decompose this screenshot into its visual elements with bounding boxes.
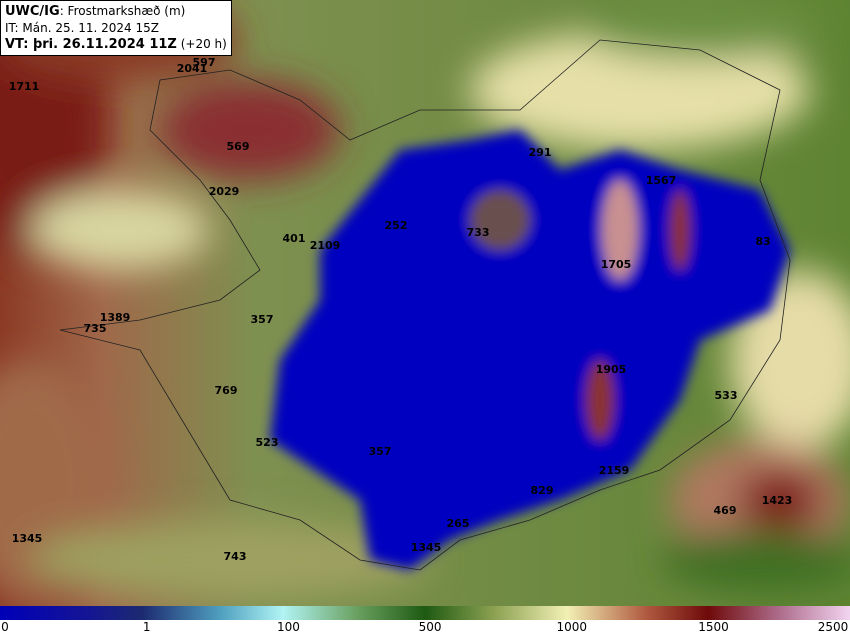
point-label: 83 (755, 235, 770, 248)
point-label: 265 (447, 517, 470, 530)
point-label: 569 (227, 140, 250, 153)
colorbar-tick-label: 1500 (698, 620, 729, 634)
point-label: 769 (215, 384, 238, 397)
colorbar-tick-label: 500 (418, 620, 442, 634)
point-label: 291 (529, 146, 552, 159)
point-label: 252 (385, 219, 408, 232)
colorbar-tick-label: 0 (1, 620, 9, 634)
point-label: 1345 (12, 532, 43, 545)
point-label: 1905 (596, 363, 627, 376)
point-label: 357 (251, 313, 274, 326)
valid-line: VT: þri. 26.11.2024 11Z (+20 h) (5, 36, 227, 53)
colorbar-tick-label: 100 (276, 620, 300, 634)
coastline (59, 39, 791, 571)
point-label: 357 (369, 445, 392, 458)
colorbar-tick-label: 1 (142, 620, 151, 634)
parameter: : Frostmarkshæð (m) (59, 4, 186, 18)
issue-time: IT: Mán. 25. 11. 2024 15Z (5, 21, 159, 35)
point-label: 743 (224, 550, 247, 563)
point-label: 1705 (601, 258, 632, 271)
valid-time: VT: þri. 26.11.2024 11Z (5, 37, 177, 52)
point-label: 401 (283, 232, 306, 245)
point-label: 533 (715, 389, 738, 402)
point-label: 2041 (177, 62, 208, 75)
lead-time: (+20 h) (180, 37, 227, 51)
point-label: 733 (467, 226, 490, 239)
low-freezing-level-area (270, 130, 790, 570)
colorbar-tick-label: 1000 (556, 620, 588, 634)
point-label: 469 (714, 504, 737, 517)
colorbar-tick-label: 2500 (817, 620, 849, 634)
point-label: 523 (256, 436, 279, 449)
point-label: 1567 (646, 174, 677, 187)
point-label: 1711 (9, 80, 40, 93)
point-label: 829 (531, 484, 554, 497)
title-line: UWC/IG: Frostmarkshæð (m) (5, 3, 227, 20)
point-label: 2029 (209, 185, 240, 198)
header: UWC/IG: Frostmarkshæð (m) IT: Mán. 25. 1… (0, 0, 232, 56)
point-label: 1345 (411, 541, 442, 554)
point-label: 2159 (599, 464, 630, 477)
colorbar (0, 606, 850, 620)
point-label: 1389 (100, 311, 131, 324)
point-label: 597 (193, 56, 216, 69)
model: UWC/IG (5, 4, 60, 19)
point-label: 735 (84, 322, 107, 335)
point-label: 1423 (762, 494, 793, 507)
point-label: 2109 (310, 239, 341, 252)
